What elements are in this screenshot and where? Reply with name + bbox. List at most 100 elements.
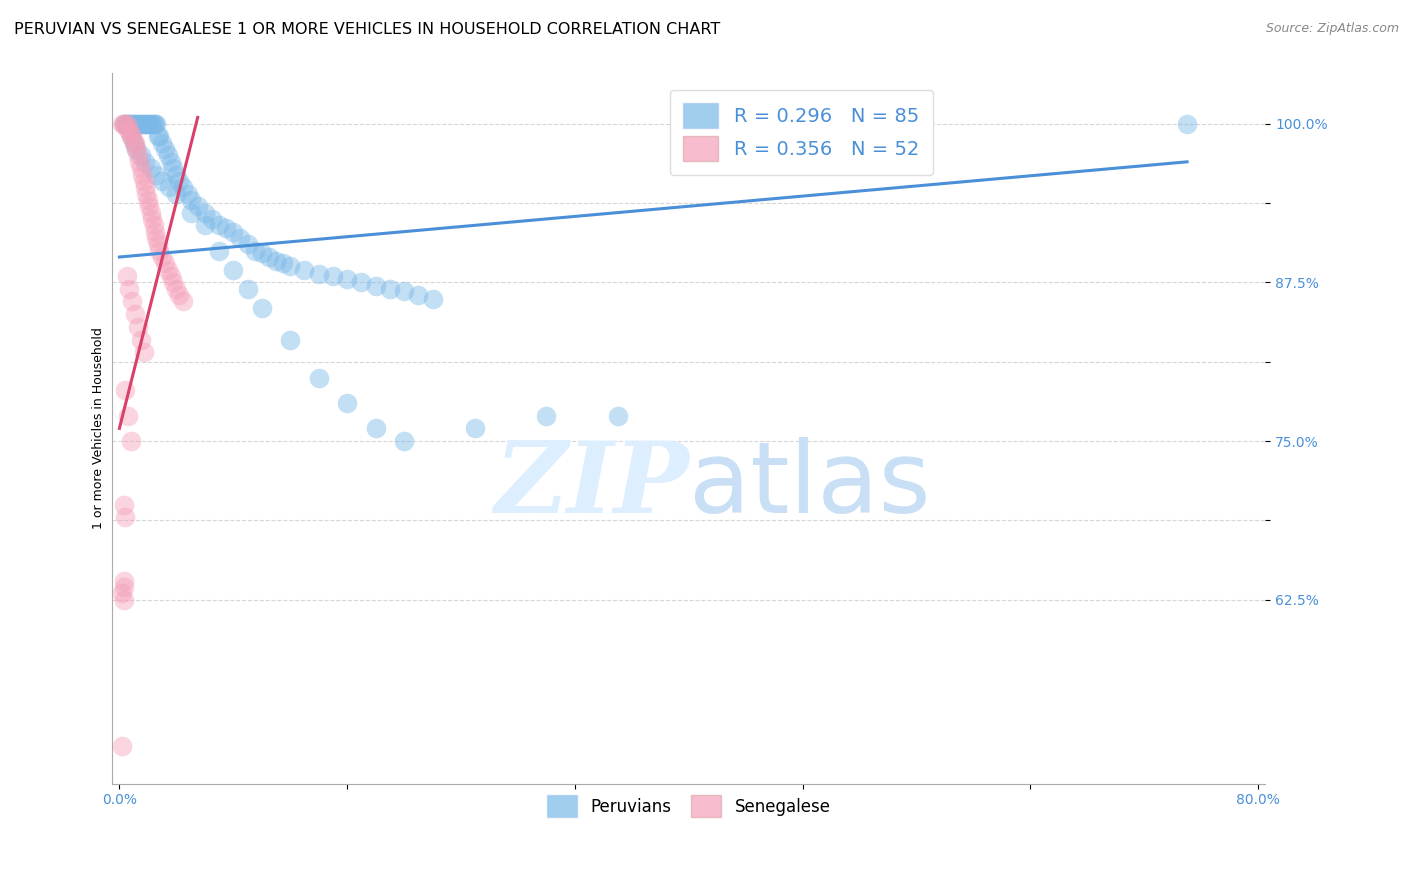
Point [294,262,316,277]
Text: atlas: atlas [689,437,931,533]
Point [150,136,173,150]
Point [156,262,179,277]
Point [257,250,280,264]
Point [180,193,202,207]
Point [138,117,160,131]
Point [606,409,628,423]
Point [364,279,387,293]
Point [118,282,141,296]
Point [150,250,173,264]
Point [172,180,194,194]
Point [136,117,159,131]
Point [148,129,170,144]
Legend: Peruvians, Senegalese: Peruvians, Senegalese [538,787,839,825]
Point [336,271,359,285]
Point [142,117,165,131]
Point [128,117,150,131]
Point [208,219,231,233]
Point [278,333,301,347]
Point [129,161,152,176]
Point [153,256,176,270]
Text: Source: ZipAtlas.com: Source: ZipAtlas.com [1265,22,1399,36]
Point [128,154,150,169]
Point [236,282,259,296]
Point [139,161,162,176]
Point [172,294,194,309]
Point [392,285,415,299]
Point [127,148,149,162]
Point [125,117,148,131]
Point [141,117,163,131]
Point [142,219,165,233]
Point [165,186,187,201]
Point [148,244,170,258]
Point [322,268,344,283]
Point [464,421,486,435]
Point [125,142,148,156]
Point [114,510,136,524]
Point [222,262,245,277]
Point [118,123,141,137]
Point [264,253,287,268]
Point [112,580,135,594]
Point [159,268,181,283]
Point [117,409,139,423]
Point [229,231,252,245]
Point [139,117,162,131]
Point [131,117,153,131]
Point [250,246,273,260]
Point [162,161,184,176]
Point [187,199,209,213]
Point [143,117,166,131]
Point [162,276,184,290]
Point [165,282,187,296]
Point [129,117,152,131]
Point [112,574,135,588]
Point [350,276,373,290]
Point [132,174,155,188]
Point [132,117,155,131]
Point [180,205,202,219]
Point [114,117,136,131]
Point [124,136,146,150]
Point [121,117,143,131]
Point [167,174,190,188]
Point [134,180,156,194]
Point [141,211,163,226]
Point [139,205,162,219]
Point [132,345,155,359]
Point [153,142,176,156]
Point [243,244,266,258]
Point [194,219,217,233]
Point [115,117,138,131]
Point [117,123,139,137]
Point [146,237,169,252]
Point [167,288,190,302]
Point [145,168,167,182]
Point [150,174,173,188]
Point [127,319,149,334]
Point [118,117,141,131]
Point [129,148,152,162]
Point [201,211,224,226]
Point [117,117,139,131]
Point [122,136,145,150]
Point [125,142,148,156]
Point [131,168,153,182]
Point [115,117,138,131]
Point [136,193,159,207]
Point [145,231,167,245]
Point [122,117,145,131]
Point [121,129,143,144]
Point [129,333,152,347]
Point [156,148,179,162]
Point [378,282,401,296]
Point [157,180,180,194]
Point [120,129,142,144]
Point [250,301,273,315]
Point [122,136,145,150]
Point [135,186,157,201]
Point [138,199,160,213]
Point [112,117,135,131]
Point [114,117,136,131]
